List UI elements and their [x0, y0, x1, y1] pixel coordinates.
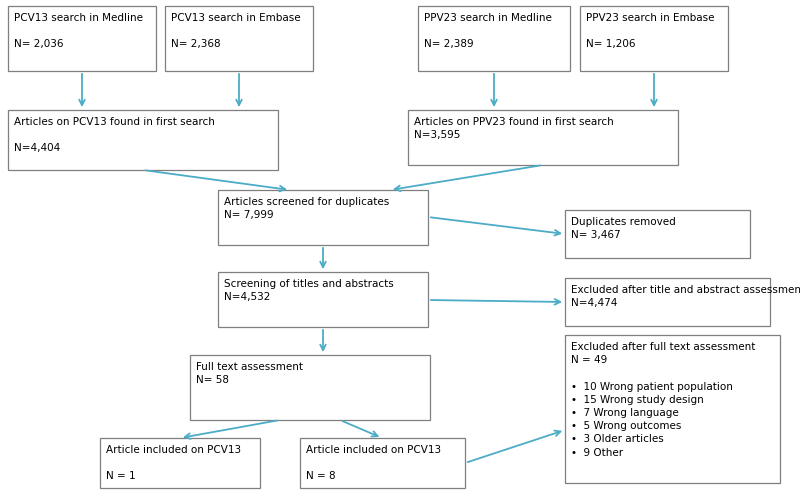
FancyBboxPatch shape [218, 272, 428, 327]
Text: PPV23 search in Medline

N= 2,389: PPV23 search in Medline N= 2,389 [424, 13, 552, 50]
Text: Duplicates removed
N= 3,467: Duplicates removed N= 3,467 [571, 217, 676, 240]
FancyBboxPatch shape [565, 335, 780, 483]
FancyBboxPatch shape [408, 110, 678, 165]
Text: Excluded after full text assessment
N = 49

•  10 Wrong patient population
•  15: Excluded after full text assessment N = … [571, 342, 755, 458]
Text: Excluded after title and abstract assessment
N=4,474: Excluded after title and abstract assess… [571, 285, 800, 308]
Text: Article included on PCV13

N = 1: Article included on PCV13 N = 1 [106, 445, 241, 481]
Text: PPV23 search in Embase

N= 1,206: PPV23 search in Embase N= 1,206 [586, 13, 714, 50]
FancyBboxPatch shape [418, 6, 570, 71]
Text: Articles on PPV23 found in first search
N=3,595: Articles on PPV23 found in first search … [414, 117, 614, 140]
Text: Articles on PCV13 found in first search

N=4,404: Articles on PCV13 found in first search … [14, 117, 215, 153]
FancyBboxPatch shape [218, 190, 428, 245]
FancyBboxPatch shape [300, 438, 465, 488]
Text: Articles screened for duplicates
N= 7,999: Articles screened for duplicates N= 7,99… [224, 197, 390, 220]
FancyBboxPatch shape [565, 278, 770, 326]
FancyBboxPatch shape [165, 6, 313, 71]
Text: Full text assessment
N= 58: Full text assessment N= 58 [196, 362, 303, 385]
FancyBboxPatch shape [8, 6, 156, 71]
FancyBboxPatch shape [8, 110, 278, 170]
Text: Screening of titles and abstracts
N=4,532: Screening of titles and abstracts N=4,53… [224, 279, 394, 302]
FancyBboxPatch shape [565, 210, 750, 258]
FancyBboxPatch shape [580, 6, 728, 71]
Text: PCV13 search in Embase

N= 2,368: PCV13 search in Embase N= 2,368 [171, 13, 301, 50]
Text: Article included on PCV13

N = 8: Article included on PCV13 N = 8 [306, 445, 441, 481]
FancyBboxPatch shape [100, 438, 260, 488]
Text: PCV13 search in Medline

N= 2,036: PCV13 search in Medline N= 2,036 [14, 13, 143, 50]
FancyBboxPatch shape [190, 355, 430, 420]
